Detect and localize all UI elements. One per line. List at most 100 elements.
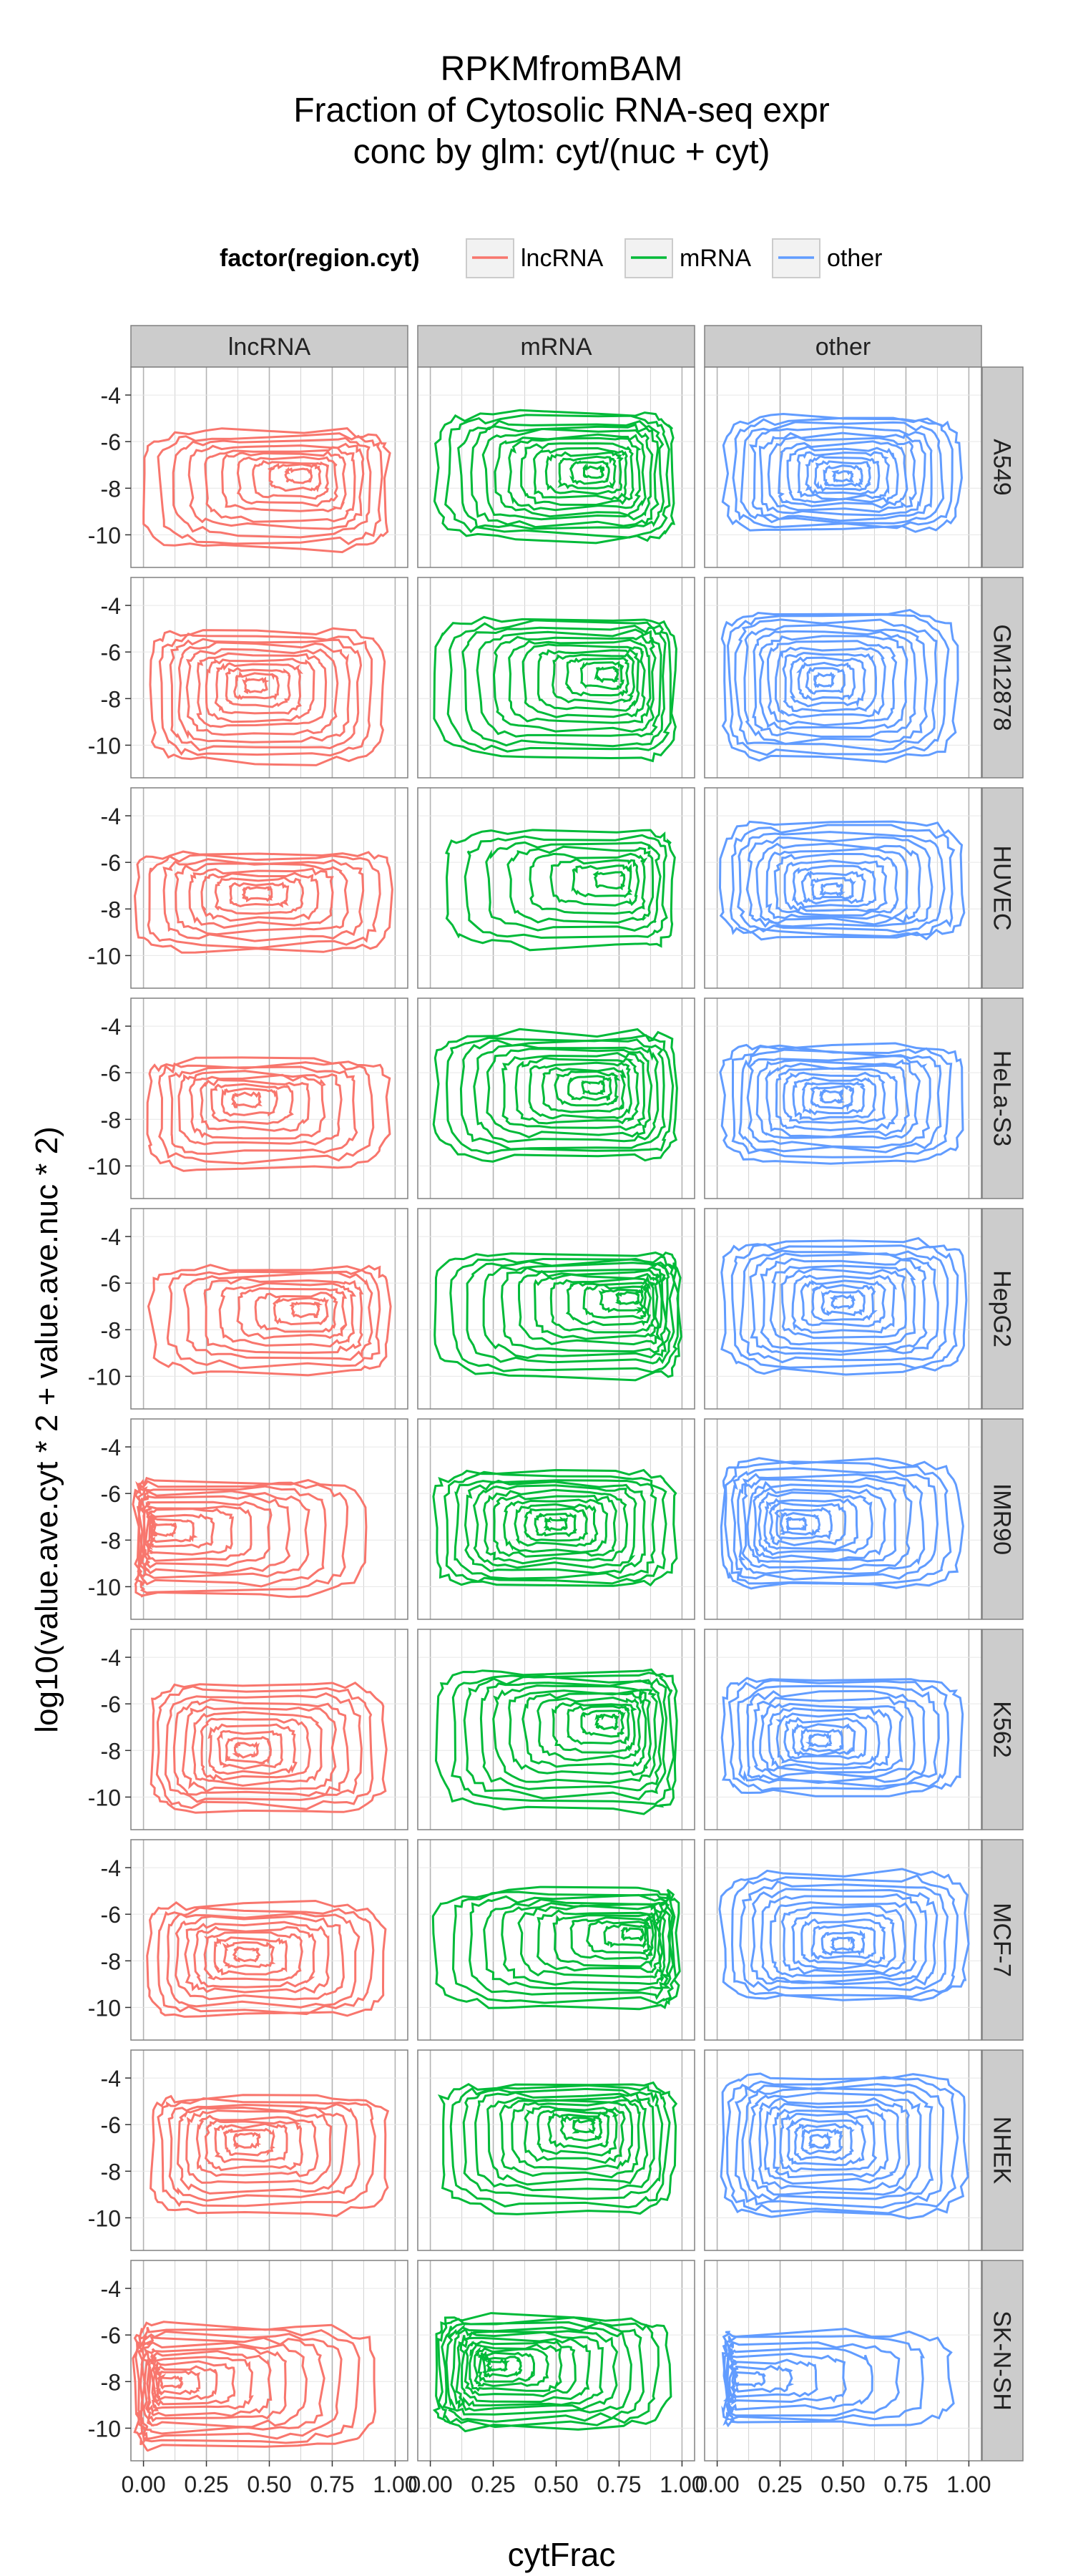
contour-line [432, 1028, 678, 1163]
contour-line [549, 858, 640, 907]
legend-title: factor(region.cyt) [220, 245, 420, 272]
contour-line [204, 2119, 304, 2172]
contour-line [200, 1717, 312, 1781]
contour-line [433, 615, 677, 763]
contour-line [552, 652, 635, 705]
contour-line [734, 2083, 945, 2209]
row-strip-label-sk-n-sh: SK-N-SH [989, 2311, 1016, 2411]
contour-group-k562-lncrna [150, 1682, 388, 1814]
contour-line [594, 1713, 619, 1731]
contour-line [193, 1926, 317, 1989]
contour-line [773, 852, 899, 917]
contour-line [727, 1679, 950, 1792]
panel-border [704, 366, 982, 568]
contour-line [446, 619, 672, 753]
contour-line [149, 627, 386, 766]
contour-line [166, 1912, 361, 2009]
contour-line [508, 1688, 652, 1776]
contour-line [745, 836, 934, 928]
panel-border [130, 1208, 408, 1410]
y-tick-label: -6 [101, 1692, 121, 1717]
panel-border [704, 577, 982, 779]
contour-line [598, 1287, 645, 1314]
x-tick-label: 0.75 [883, 2472, 928, 2497]
contour-line [552, 1913, 657, 1968]
contour-line [791, 1723, 856, 1757]
contour-group-imr90-other [720, 1457, 964, 1590]
contour-line [474, 2091, 655, 2192]
contour-line [737, 1684, 940, 1788]
contour-line [594, 665, 620, 683]
contour-line [144, 1505, 253, 1562]
contour-line [755, 1059, 921, 1140]
contour-line [501, 1902, 667, 1986]
contour-line [470, 423, 660, 529]
contour-line [810, 1284, 878, 1322]
x-tick-label: 0.50 [534, 2472, 578, 2497]
contour-line [220, 1087, 278, 1117]
y-tick-label: -4 [101, 383, 121, 409]
contour-line [142, 1501, 273, 1569]
panel-border [417, 1629, 695, 1830]
contour-line [782, 1071, 886, 1124]
x-tick-label: 0.50 [247, 2472, 291, 2497]
contour-line [524, 2105, 626, 2165]
y-tick-label: -8 [101, 686, 121, 712]
panel-border [417, 577, 695, 779]
contour-group-mcf-7-other [718, 1868, 970, 2002]
contour-line [730, 1467, 939, 1581]
contour-line [158, 1061, 375, 1165]
y-tick-label: -10 [88, 1364, 121, 1390]
contour-line [752, 630, 917, 738]
x-tick-label: 0.00 [121, 2472, 165, 2497]
contour-line [150, 1682, 388, 1814]
contour-line [757, 1491, 873, 1556]
contour-line [216, 1729, 284, 1770]
contour-line [231, 1091, 263, 1108]
contour-line [552, 1702, 637, 1754]
contour-line [547, 2111, 610, 2150]
x-tick-label: 1.00 [946, 2472, 991, 2497]
contour-line [760, 1893, 928, 1984]
contour-line [603, 1923, 649, 1949]
contour-line [582, 462, 605, 479]
y-tick-label: -10 [88, 2205, 121, 2231]
contour-line [533, 1273, 660, 1340]
contour-line [620, 1927, 645, 1942]
y-tick-label: -4 [101, 593, 121, 619]
contour-line [737, 1473, 926, 1575]
row-strip-mcf-7 [981, 1839, 1024, 2041]
contour-line [455, 2331, 604, 2407]
contour-line [720, 1457, 964, 1590]
contour-line [200, 1078, 310, 1132]
contour-line [444, 414, 671, 539]
contour-line [758, 1702, 904, 1774]
contour-group-k562-other [720, 1677, 964, 1797]
contour-line [492, 1684, 658, 1785]
contour-line [451, 1890, 677, 2005]
contour-line [225, 1736, 273, 1765]
contour-line [534, 1512, 577, 1538]
contour-line [236, 1287, 348, 1340]
contour-group-a549-lncrna [142, 427, 391, 554]
y-tick-label: -6 [101, 2112, 121, 2138]
contour-line [783, 1717, 868, 1760]
contour-line [800, 1279, 886, 1327]
contour-line [565, 657, 629, 697]
contour-line [769, 1901, 917, 1979]
contour-line [532, 447, 628, 501]
contour-line [150, 2094, 390, 2218]
y-tick-label: -8 [101, 1528, 121, 1553]
contour-line [582, 1282, 648, 1319]
panel-border [417, 366, 695, 568]
contour-line [203, 1277, 364, 1355]
contour-line [155, 1685, 374, 1810]
contour-line [571, 864, 633, 899]
contour-line [136, 1485, 327, 1588]
contour-line [791, 1911, 896, 1970]
contour-line [724, 1460, 952, 1585]
contour-group-a549-other [721, 412, 964, 533]
contour-line [501, 1052, 646, 1131]
contour-line [559, 2114, 603, 2142]
y-tick-label: -8 [101, 2369, 121, 2395]
